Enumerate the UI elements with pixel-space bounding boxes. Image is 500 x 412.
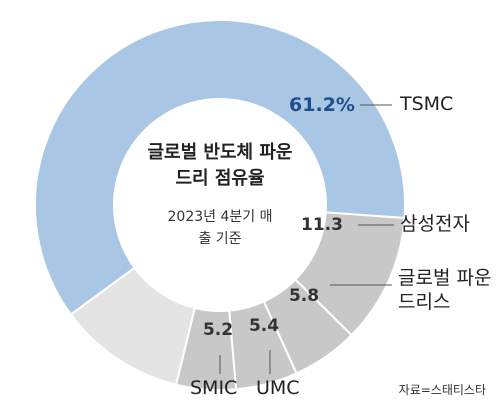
source: 자료=스태티스타 [398, 383, 486, 397]
donut-slice [69, 266, 197, 386]
value-label: 5.8 [288, 286, 320, 306]
value-label: 5.4 [248, 316, 280, 336]
value-label: 11.3 [301, 215, 343, 235]
category-label: 글로벌 파운드리스 [398, 267, 492, 313]
chart-title: 글로벌 반도체 파운드리 점유율 [147, 142, 293, 189]
donut-slice [34, 19, 406, 316]
chart-subtitle: 2023년 4분기 매출 기준 [167, 209, 273, 247]
value-label: 5.2 [202, 320, 234, 340]
category-label: UMC [256, 377, 300, 399]
value-label: 61.2% [289, 94, 355, 116]
category-label: 삼성전자 [400, 213, 470, 235]
category-label: TSMC [400, 93, 454, 115]
category-label: SMIC [190, 377, 238, 399]
